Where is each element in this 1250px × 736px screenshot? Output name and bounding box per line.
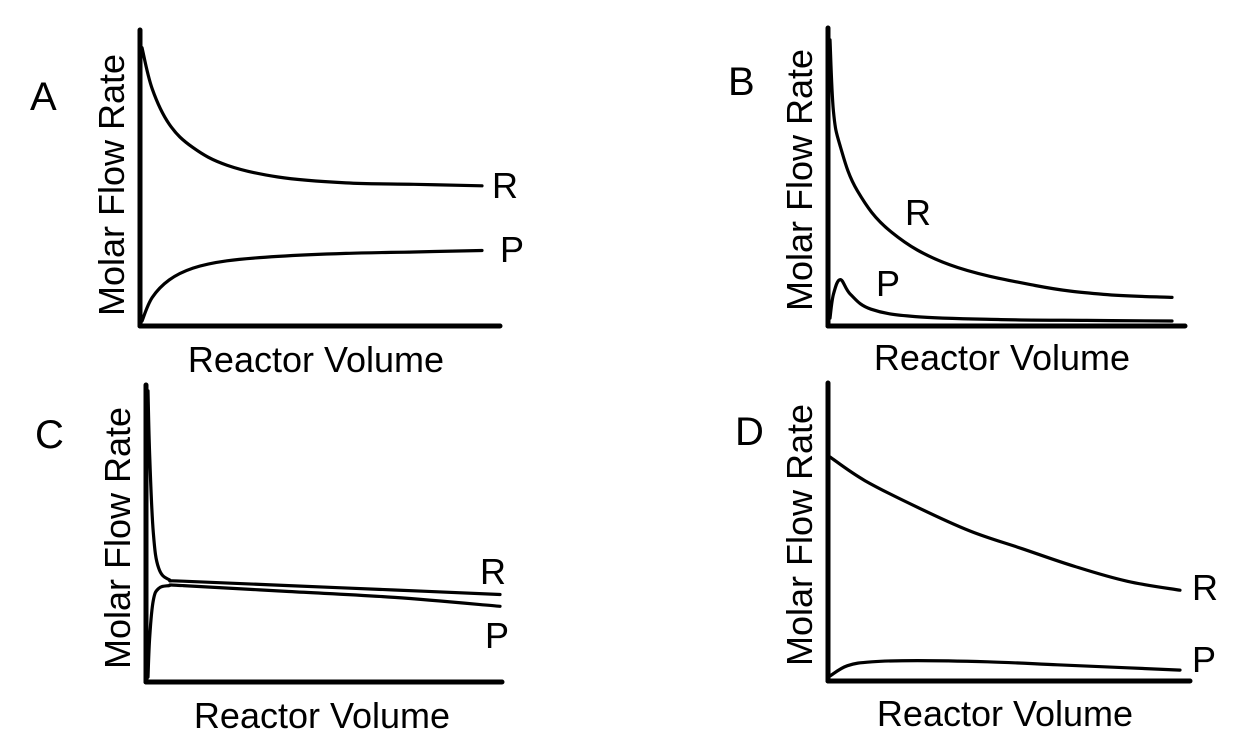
panel-c-series-p-line [146,583,502,679]
panel-c-x-axis-label: Reactor Volume [194,695,450,736]
panel-d-label: D [735,410,764,454]
panel-c-y-axis-label: Molar Flow Rate [97,407,138,669]
panel-d-series-r-label: R [1192,567,1218,608]
panel-b-series-p-label: P [876,263,900,304]
panel-c-series-p-label: P [485,615,509,656]
panel-a: A Molar Flow Rate Reactor Volume R P [30,27,524,380]
panel-b-series-p-line [828,278,1174,323]
panel-a-y-axis-label: Molar Flow Rate [91,54,132,316]
panel-c: C Molar Flow Rate Reactor Volume R P [35,382,509,736]
panel-b-x-axis-label: Reactor Volume [874,337,1130,378]
panel-b-label: B [728,60,755,104]
panel-d-series-p-label: P [1192,639,1216,680]
panel-d: D Molar Flow Rate Reactor Volume R P [735,380,1218,734]
panel-a-label: A [30,75,57,119]
panel-b-y-axis-label: Molar Flow Rate [779,49,820,311]
panel-b-series-r-label: R [905,192,931,233]
panel-d-series-r-line [828,455,1182,592]
panel-c-label: C [35,413,64,457]
panel-a-series-r-label: R [492,165,518,206]
panel-b: B Molar Flow Rate Reactor Volume R P [728,25,1188,378]
panel-a-x-axis-label: Reactor Volume [188,339,444,380]
panel-d-x-axis-label: Reactor Volume [877,693,1133,734]
panel-d-y-axis-label: Molar Flow Rate [779,404,820,666]
panel-b-series-r-line [828,38,1174,299]
panel-d-series-p-line [828,659,1182,678]
panel-a-series-r-line [140,46,484,188]
panel-a-series-p-label: P [500,229,524,270]
panel-a-series-p-line [140,248,484,323]
panel-c-series-r-label: R [480,551,506,592]
panel-c-series-r-line [146,389,502,597]
